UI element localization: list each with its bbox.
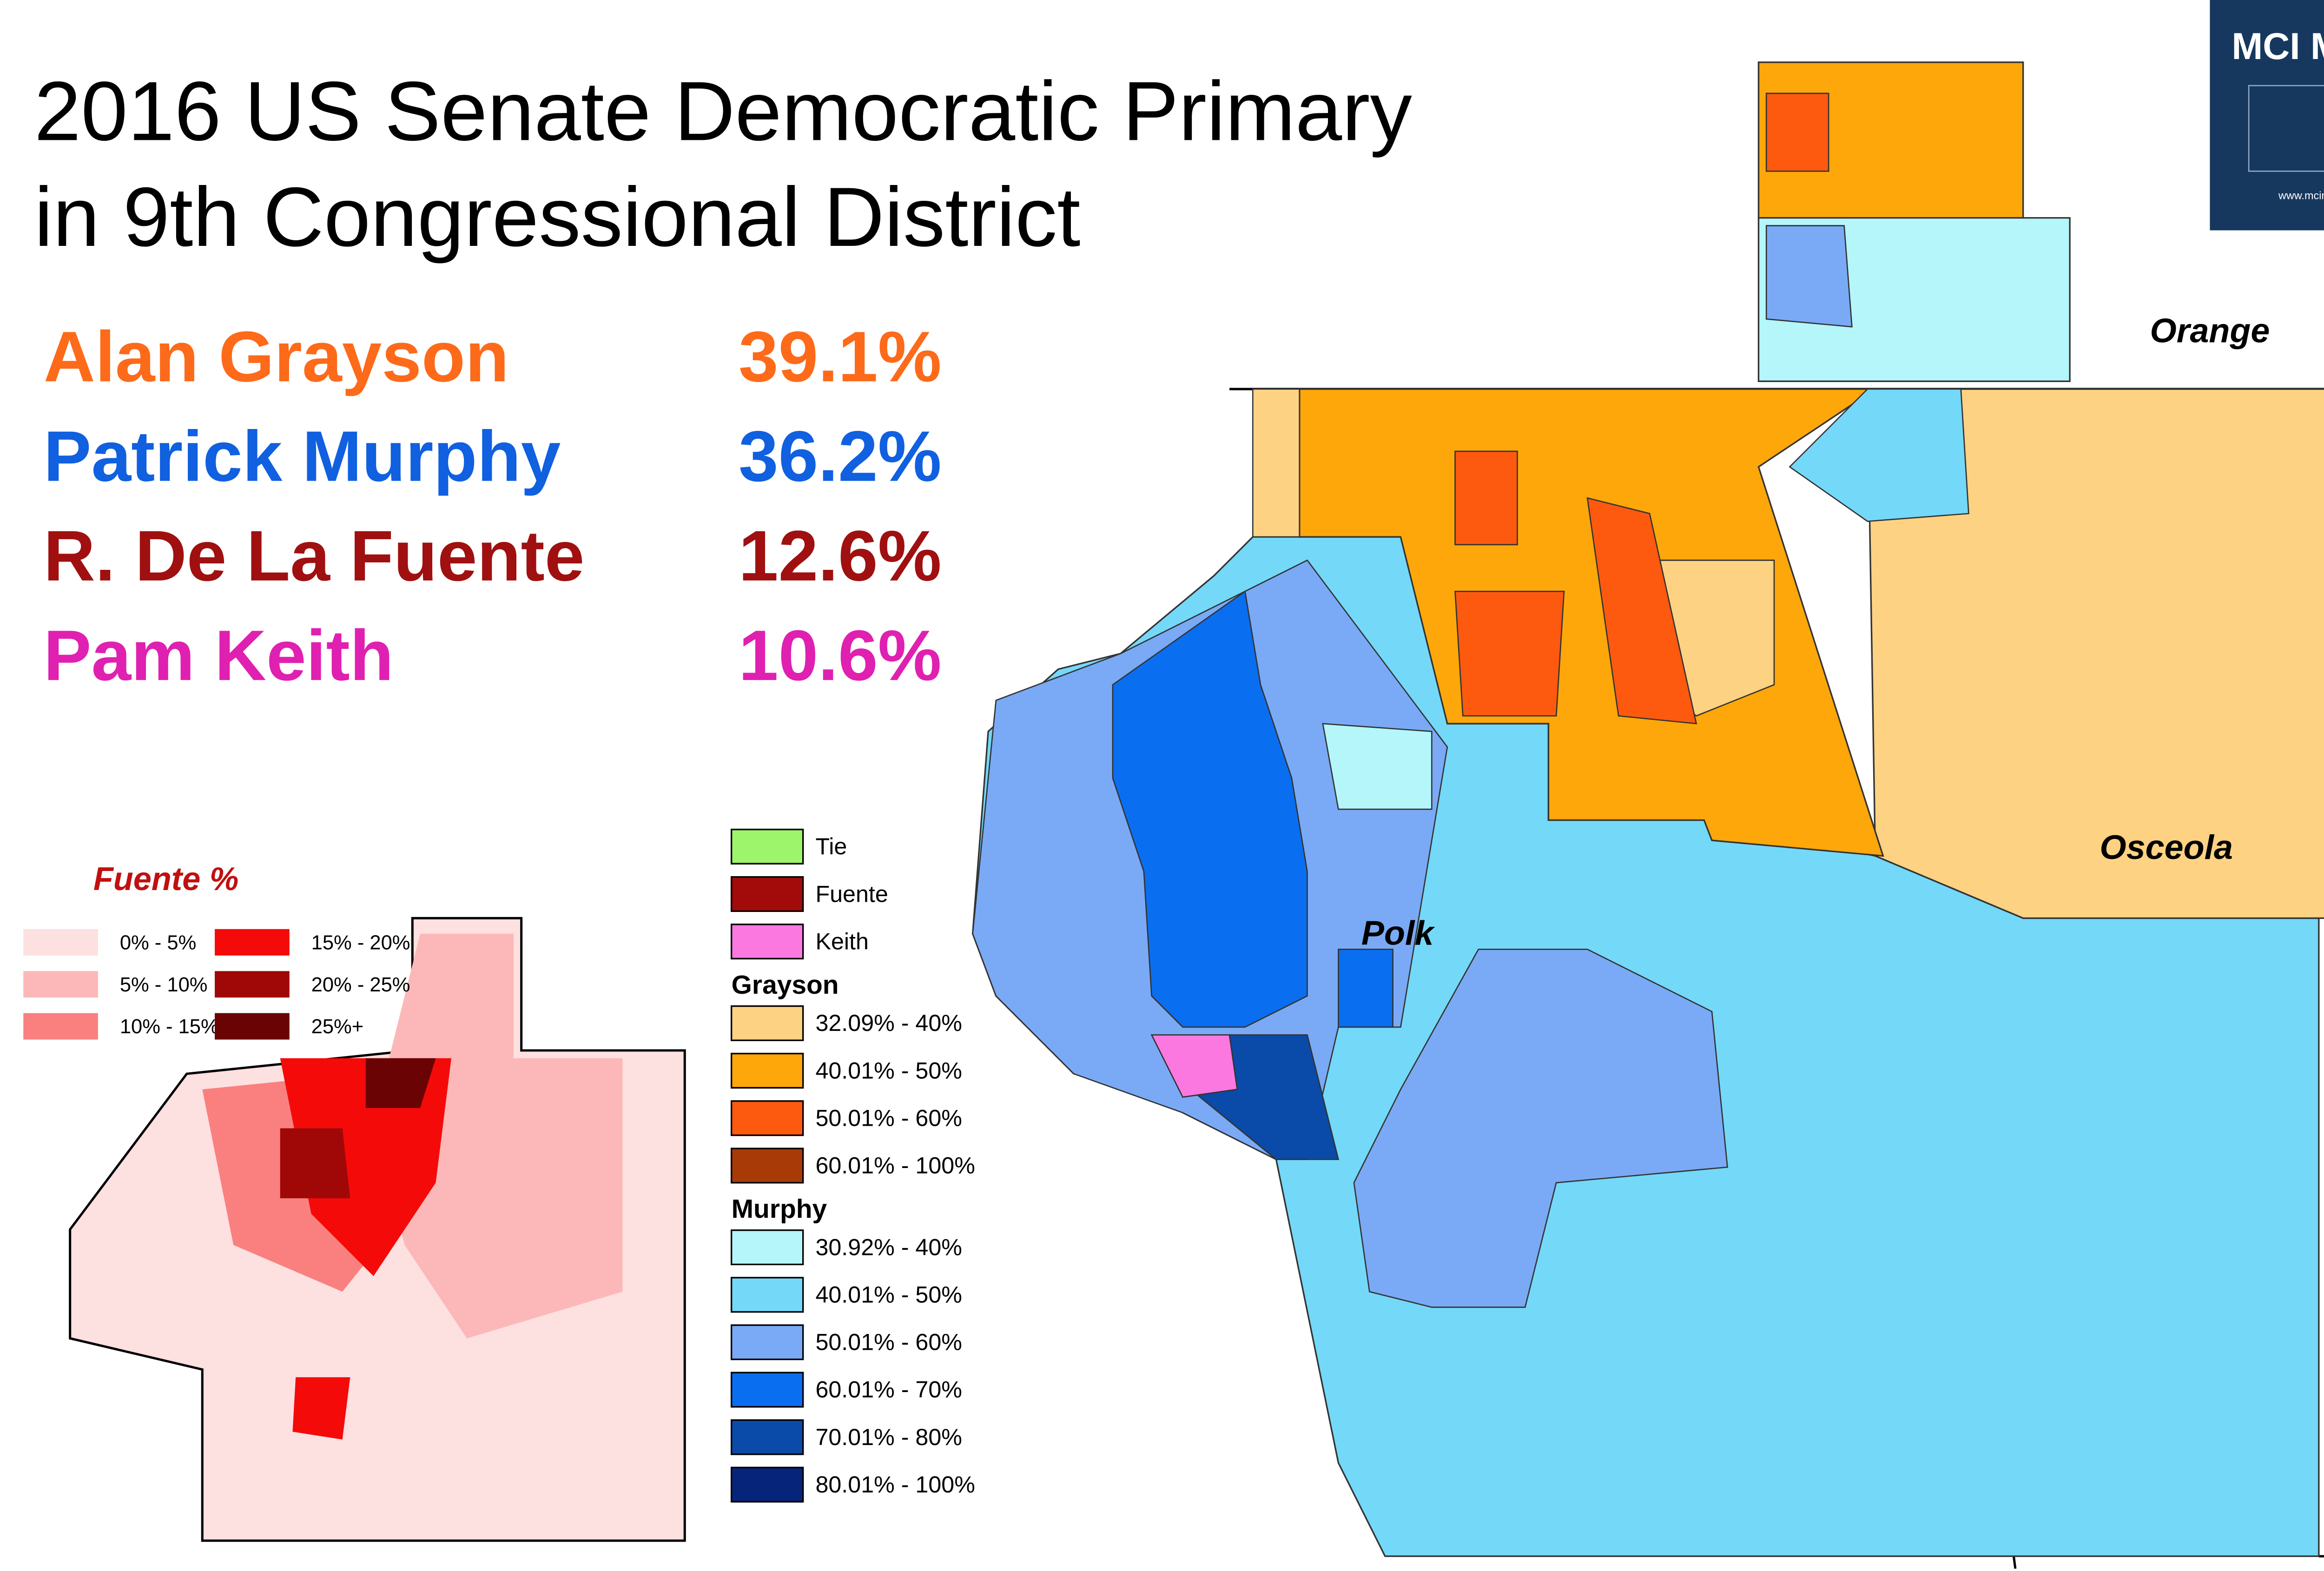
legend-swatch [730, 1229, 804, 1266]
county-label: Polk [1361, 913, 1436, 952]
legend-label: 32.09% - 40% [815, 1010, 962, 1036]
candidate-name: Patrick Murphy [44, 416, 561, 496]
results: Alan Grayson 39.1% Patrick Murphy 36.2% R. D… [44, 317, 942, 695]
logo-title: MCI MAPS [2232, 26, 2324, 67]
inset-legend-swatch [23, 929, 98, 956]
candidate-share: 39.1% [739, 317, 942, 396]
logo-box [2210, 0, 2324, 231]
grayson-50-60 [1586, 497, 1697, 725]
candidate-name: Pam Keith [44, 615, 394, 695]
legend-swatch [730, 828, 804, 865]
keith-precinct [1150, 1034, 1238, 1098]
legend-group-title: Grayson [732, 970, 839, 1000]
legend-swatch [730, 1005, 804, 1041]
grayson-40-50 [1299, 388, 1884, 857]
legend-swatch [730, 1372, 804, 1408]
murphy-60-70 [1112, 590, 1308, 1028]
inset-legend-label: 0% - 5% [120, 931, 196, 954]
grayson-32-40 [1867, 388, 2324, 919]
legend-swatch [730, 924, 804, 960]
legend-label: 40.01% - 50% [815, 1057, 962, 1083]
legend-label: 60.01% - 100% [815, 1153, 975, 1179]
legend-label: 30.92% - 40% [815, 1234, 962, 1260]
candidate-share: 12.6% [739, 516, 942, 596]
inset-legend-swatch [23, 971, 98, 998]
legend-swatch [730, 1324, 804, 1360]
county-label: Osceola [2100, 828, 2233, 866]
legend-swatch [730, 876, 804, 912]
candidate-share: 36.2% [739, 416, 942, 496]
murphy-50-60 [1353, 949, 1728, 1308]
legend-label: 70.01% - 80% [815, 1424, 962, 1450]
inset-legend-label: 20% - 25% [311, 974, 410, 996]
inset-legend-swatch [215, 929, 290, 956]
legend-swatch [730, 1277, 804, 1313]
murphy-60-70 [1338, 949, 1393, 1028]
legend-group-title: Murphy [732, 1194, 827, 1224]
inset-legend-label: 10% - 15% [120, 1016, 219, 1038]
inset-legend-label: 25%+ [311, 1016, 364, 1038]
legend: Tie Fuente Keith Grayson 32.09% - 40% 40.01% … [730, 828, 975, 1503]
inset-region [365, 1058, 436, 1108]
title: in 9th Congressional District [34, 170, 1081, 264]
logo-url: www.mcimaps.com [2278, 190, 2324, 202]
inset-region [280, 1128, 350, 1199]
county-label: Orange [2150, 311, 2270, 350]
inset-legend-swatch [23, 1013, 98, 1040]
candidate-name: R. De La Fuente [44, 516, 585, 596]
candidate-name: Alan Grayson [44, 317, 509, 396]
grayson-50-60 [1765, 92, 1829, 172]
inset-legend: Fuente % 0% - 5% 5% - 10% 10% - 15% 15% - 20… [23, 860, 410, 1040]
logo-usmap [2248, 85, 2324, 172]
legend-swatch [730, 1100, 804, 1136]
legend-label: 80.01% - 100% [815, 1472, 975, 1498]
legend-label: Fuente [815, 881, 888, 907]
inset-region [373, 933, 623, 1339]
murphy-50-60 [1765, 225, 1853, 328]
legend-label: 50.01% - 60% [815, 1105, 962, 1131]
inset-legend-title: Fuente % [93, 860, 238, 897]
grayson-50-60 [1454, 590, 1565, 717]
legend-label: 40.01% - 50% [815, 1281, 962, 1307]
grayson-50-60 [1454, 450, 1518, 546]
legend-label: Tie [815, 833, 847, 859]
inset-legend-swatch [215, 971, 290, 998]
inset-legend-label: 5% - 10% [120, 974, 208, 996]
inset-region [280, 1058, 451, 1276]
inset-legend-label: 15% - 20% [311, 931, 410, 954]
title: 2016 US Senate Democratic Primary [34, 64, 1413, 158]
legend-label: Keith [815, 928, 868, 954]
legend-label: 50.01% - 60% [815, 1329, 962, 1355]
inset-legend-swatch [215, 1013, 290, 1040]
candidate-share: 10.6% [739, 615, 942, 695]
legend-label: 60.01% - 70% [815, 1377, 962, 1403]
inset-region [292, 1377, 350, 1440]
legend-swatch [730, 1419, 804, 1455]
grayson-32-40 [1252, 388, 1301, 538]
legend-swatch [730, 1148, 804, 1184]
legend-swatch [730, 1053, 804, 1089]
murphy-30-40 [1322, 723, 1433, 810]
legend-swatch [730, 1466, 804, 1503]
murphy-40-50 [1789, 388, 1969, 522]
